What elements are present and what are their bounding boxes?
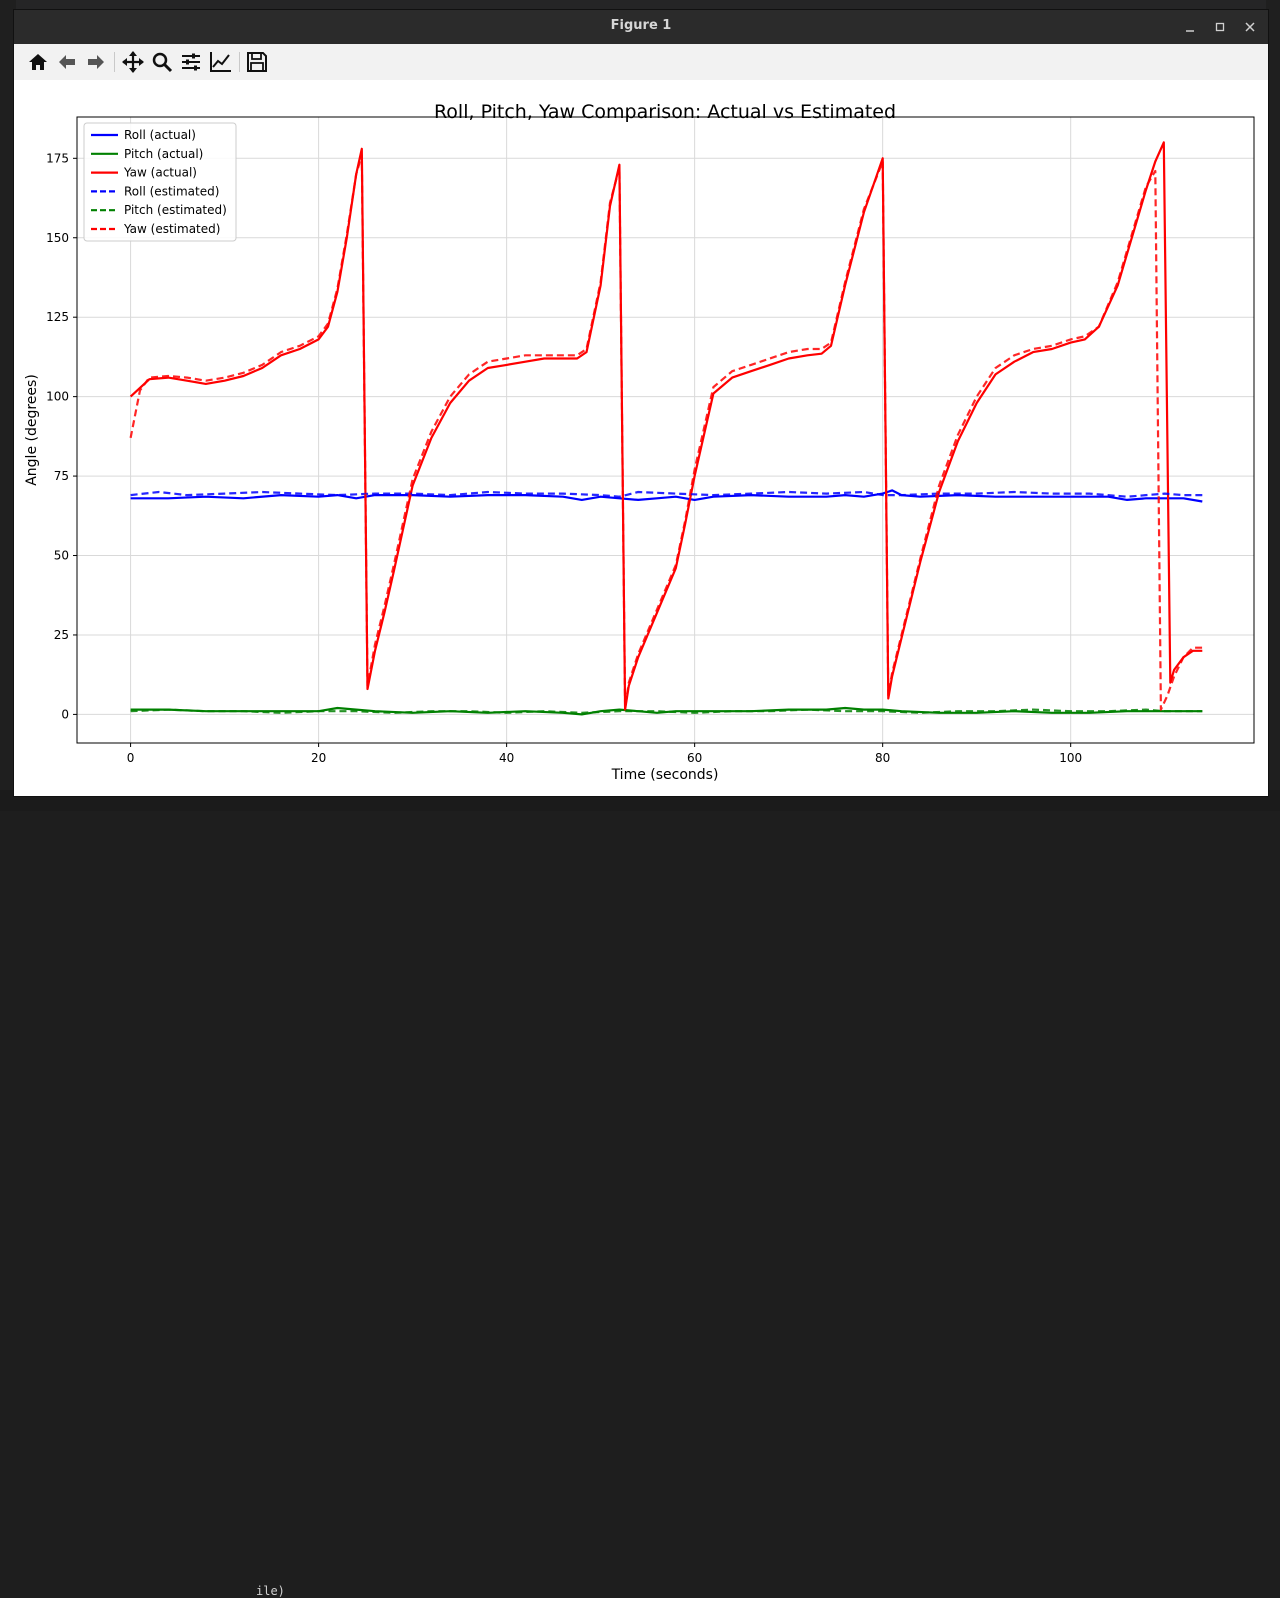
x-tick-label: 0 — [127, 751, 135, 765]
grid-lines — [77, 117, 1254, 743]
y-tick-label: 25 — [54, 628, 69, 642]
minimize-icon[interactable] — [1179, 16, 1201, 38]
subplots-config-icon[interactable] — [178, 49, 204, 75]
save-icon[interactable] — [244, 49, 270, 75]
axes-edit-icon[interactable] — [208, 49, 234, 75]
x-tick-label: 40 — [499, 751, 514, 765]
x-axis-label: Time (seconds) — [611, 767, 719, 783]
matplotlib-toolbar — [14, 44, 1268, 80]
window-title: Figure 1 — [610, 18, 672, 33]
axis-ticks: 0 20 40 60 80 100 0 25 50 75 100 125 150 175 — [46, 151, 1082, 765]
axes-frame — [76, 116, 1255, 744]
window-titlebar[interactable]: Figure 1 — [14, 10, 1268, 44]
chart-title: Roll, Pitch, Yaw Comparison: Actual vs E… — [434, 101, 896, 123]
plot-area: Roll, Pitch, Yaw Comparison: Actual vs E… — [14, 80, 1268, 796]
x-tick-label: 100 — [1059, 751, 1082, 765]
y-axis-label: Angle (degrees) — [24, 374, 40, 486]
y-tick-label: 75 — [54, 469, 69, 483]
forward-arrow-icon[interactable] — [83, 49, 109, 75]
y-tick-label: 150 — [46, 231, 69, 245]
zoom-icon[interactable] — [149, 49, 175, 75]
legend-label: Roll (estimated) — [124, 184, 219, 198]
figure-window: Figure 1 — [14, 10, 1268, 796]
legend-box — [83, 122, 237, 242]
x-tick-label: 60 — [687, 751, 702, 765]
series-line-yaw-estimated — [129, 153, 1203, 711]
pan-icon[interactable] — [120, 49, 146, 75]
maximize-icon[interactable] — [1209, 16, 1231, 38]
chart-svg: Roll, Pitch, Yaw Comparison: Actual vs E… — [24, 101, 1255, 783]
y-tick-label: 175 — [46, 151, 69, 165]
series-line-pitch-estimated — [130, 708, 1203, 714]
background-sidebar-strip — [0, 0, 16, 811]
y-tick-label: 125 — [46, 310, 69, 324]
series-line-roll-actual — [130, 489, 1203, 503]
series-line-roll-estimated — [130, 490, 1203, 498]
legend-label: Yaw (actual) — [123, 166, 197, 180]
background-right-strip — [1266, 0, 1280, 811]
y-tick-label: 50 — [54, 549, 69, 563]
legend-label: Pitch (estimated) — [124, 203, 227, 217]
y-tick-label: 100 — [46, 390, 69, 404]
legend-label: Pitch (actual) — [124, 147, 203, 161]
toolbar-separator — [114, 52, 115, 72]
x-tick-label: 80 — [875, 751, 890, 765]
series-group — [129, 141, 1203, 716]
back-arrow-icon[interactable] — [54, 49, 80, 75]
legend-label: Roll (actual) — [124, 128, 196, 142]
x-tick-label: 20 — [311, 751, 326, 765]
legend: Roll (actual) Pitch (actual) Yaw (actual) R… — [83, 122, 237, 242]
home-icon[interactable] — [25, 49, 51, 75]
series-line-yaw-actual — [129, 141, 1203, 711]
legend-label: Yaw (estimated) — [123, 222, 220, 236]
background-terminal-text: ile) — [256, 1584, 285, 1598]
close-icon[interactable] — [1239, 16, 1261, 38]
toolbar-separator — [239, 52, 240, 72]
y-tick-label: 0 — [61, 707, 69, 721]
